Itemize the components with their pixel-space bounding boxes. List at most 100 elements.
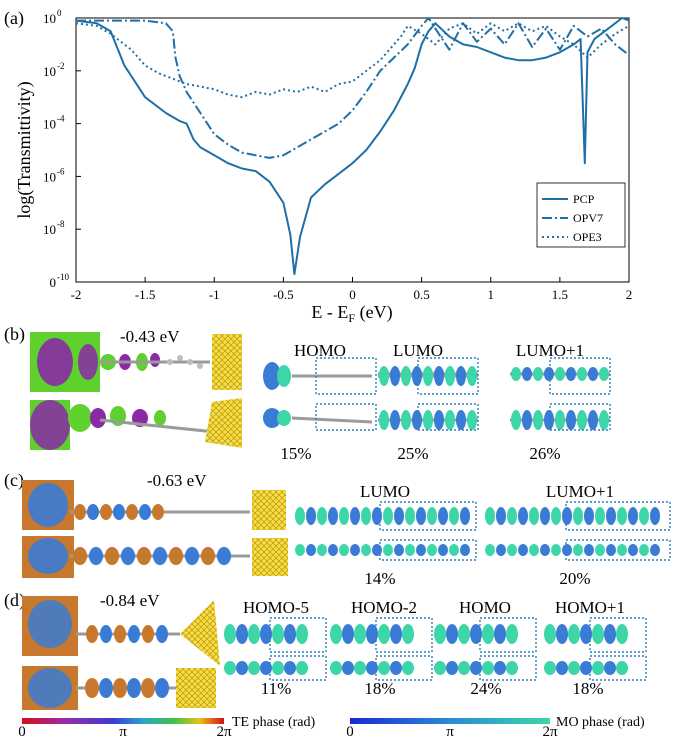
percent-label: 14% xyxy=(364,569,395,588)
gold-electrode xyxy=(176,668,216,708)
orbital-lobe xyxy=(328,507,338,525)
y-tick-exponent: -8 xyxy=(57,219,65,229)
legend-entry-ope3: OPE3 xyxy=(573,230,602,244)
orbital-lobe xyxy=(366,661,378,675)
box-dotted xyxy=(375,655,433,681)
orbital-lobe xyxy=(296,624,308,644)
mo-tick-2pi: 2π xyxy=(542,724,558,737)
orbital-label: HOMO+1 xyxy=(555,598,625,617)
legend-box xyxy=(536,182,626,248)
orbital-lobe xyxy=(74,504,86,520)
orbital-lobe xyxy=(606,544,616,556)
orbital-label: LUMO xyxy=(360,482,410,501)
energy-label-d: -0.84 eV xyxy=(100,591,160,610)
orbital-lobe xyxy=(544,410,554,430)
orbital-lobe xyxy=(317,544,327,556)
orbital-lobe xyxy=(248,624,260,644)
orbital-lobe xyxy=(295,544,305,556)
orbital-lobe xyxy=(390,410,400,430)
orbital-lobe xyxy=(566,367,576,381)
orbital-lobe xyxy=(584,544,594,556)
orbital-lobe xyxy=(342,661,354,675)
orbital-lobe xyxy=(224,624,236,644)
orbital-lobe xyxy=(350,507,360,525)
box-dotted xyxy=(315,357,377,395)
orbital-lobe xyxy=(434,410,444,430)
orbital-lobe xyxy=(551,544,561,556)
box-dotted xyxy=(375,617,433,653)
orbital-lobe xyxy=(434,367,444,381)
orbital-lobe xyxy=(317,507,327,525)
orbital-lobe xyxy=(482,661,494,675)
x-tick-label: 1.5 xyxy=(552,287,568,302)
orbital-lobe xyxy=(248,661,260,675)
y-axis-ticks: 10 010 -210 -410 -610 -80 -10 xyxy=(43,8,81,290)
gold-electrode xyxy=(212,334,242,390)
orbital-lobe xyxy=(616,624,628,644)
orbital-lobe xyxy=(412,410,422,430)
orbital-lobe xyxy=(272,661,284,675)
orbital-lobe xyxy=(616,661,628,675)
orbital-lobe xyxy=(506,624,518,644)
orbital-lobe xyxy=(354,624,366,644)
orbital-lobe xyxy=(169,547,183,565)
mo-tick-pi: π xyxy=(446,724,454,737)
orbital-lobe xyxy=(306,544,316,556)
orbital-lobe xyxy=(506,661,518,675)
orbital-lobe xyxy=(604,624,616,644)
orbital-lobe xyxy=(650,544,660,556)
gold-electrode xyxy=(252,538,288,576)
orbital-lobe xyxy=(236,661,248,675)
y-tick-label: 10 xyxy=(43,64,56,79)
percent-label: 20% xyxy=(559,569,590,588)
orbital-lobe xyxy=(342,624,354,644)
orbital-lobe xyxy=(121,547,135,565)
legend-entry-opv7: OPV7 xyxy=(573,211,603,225)
orbital-lobe xyxy=(434,624,446,644)
orbital-lobe xyxy=(445,367,455,381)
orbital-lobe xyxy=(423,410,433,430)
orbital-lobe xyxy=(284,624,296,644)
orbital-lobe xyxy=(412,367,422,381)
orbital-lobe xyxy=(354,661,366,675)
orbital-lobe xyxy=(260,661,272,675)
mo-tick-0: 0 xyxy=(346,724,354,737)
y-tick-label: 10 xyxy=(43,222,56,237)
orbital-lobe xyxy=(544,661,556,675)
gold-electrode xyxy=(180,600,220,666)
orbital-lobe xyxy=(580,624,592,644)
orbital-lobe xyxy=(185,547,199,565)
legend-entry-pcp: PCP xyxy=(573,192,595,206)
orbital-lobe xyxy=(628,544,638,556)
orbital-lobe xyxy=(555,367,565,381)
orbital-lobe xyxy=(573,507,583,525)
orbital-lobe xyxy=(494,624,506,644)
box-dotted xyxy=(549,357,611,395)
te-molecule-b-top xyxy=(30,332,242,392)
orbital-lobe xyxy=(507,507,517,525)
x-tick-label: -0.5 xyxy=(273,287,294,302)
orbital-lobe xyxy=(460,507,470,525)
orbital-lobe xyxy=(522,410,532,430)
orbital-lobe xyxy=(284,661,296,675)
orbital-lobe xyxy=(470,624,482,644)
mo-colorbar-gradient xyxy=(350,718,550,724)
orbital-lobe xyxy=(533,410,543,430)
orbital-lobe xyxy=(394,544,404,556)
orbital-lobe xyxy=(128,625,140,643)
x-axis-ticks: -2 -1.5 -1 -0.5 0 0.5 1 1.5 2 xyxy=(71,277,632,302)
box-dotted xyxy=(589,655,647,681)
orbital-lobe xyxy=(592,624,604,644)
orbital-lobe xyxy=(544,367,554,381)
orbital-lobe xyxy=(568,624,580,644)
te-lobes-c-top xyxy=(74,504,164,520)
orbital-lobe xyxy=(577,367,587,381)
y-tick-exponent: -6 xyxy=(57,166,65,176)
orbital-lobe xyxy=(427,507,437,525)
orbital-lobe xyxy=(485,507,495,525)
orbital-lobe xyxy=(390,367,400,381)
orbital-lobe xyxy=(496,544,506,556)
orbital-lobe xyxy=(378,624,390,644)
te-molecule-c-top xyxy=(22,480,286,530)
orbital-lobe xyxy=(402,661,414,675)
